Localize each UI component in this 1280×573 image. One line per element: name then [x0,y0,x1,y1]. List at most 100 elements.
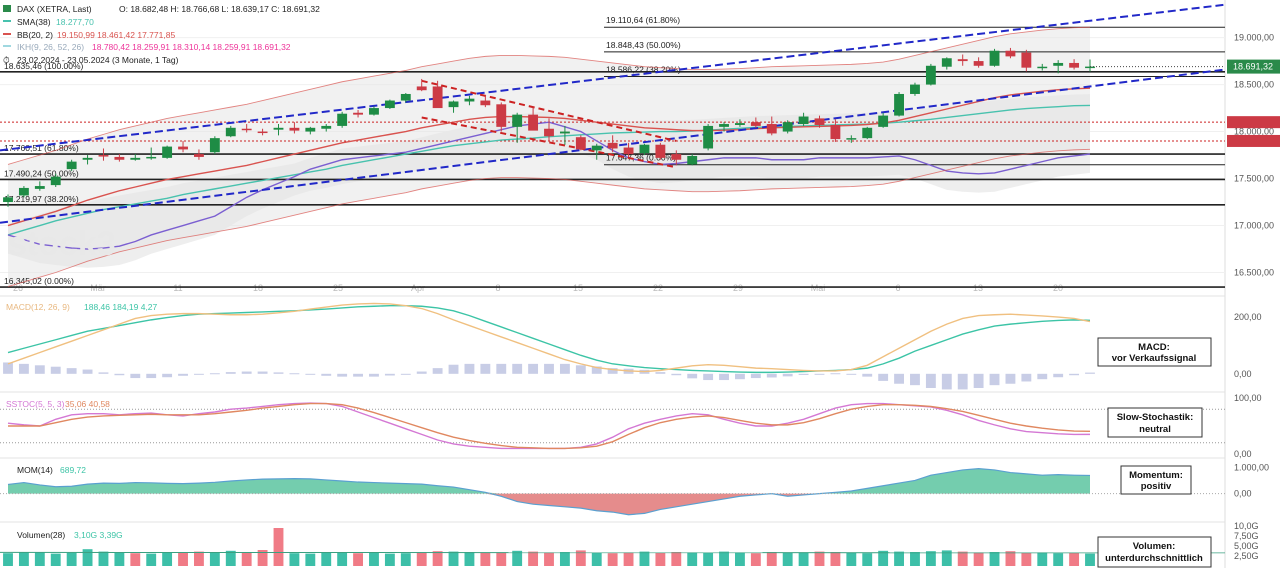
volume-bar [242,552,252,566]
candle-body [194,154,204,157]
candle-body [51,177,61,185]
candle-body [735,123,745,125]
macd-hist-bar [385,374,395,376]
macd-hist-bar [735,374,745,379]
volume-bar [35,552,45,566]
volume-bar [1006,551,1016,566]
x-tick-label: 25 [333,283,343,293]
macd-hist-bar [289,373,299,374]
volume-bar [1085,554,1095,566]
macd-hist-bar [1006,374,1016,384]
x-tick-label: 18 [253,283,263,293]
legend-bb: BB(20, 2) [17,30,53,40]
macd-hist-bar [433,368,443,374]
candle-body [910,85,920,94]
macd-hist-bar [1085,373,1095,374]
macd-hist-bar [3,362,13,373]
volume-bar [146,554,156,566]
volume-bar [162,552,172,566]
volume-bar [130,553,140,566]
candle-body [1021,53,1031,68]
macd-hist-bar [958,374,968,390]
macd-hist-bar [846,374,856,375]
sstoc-label: SSTOC(5, 5, 3) [6,399,65,409]
volume-bar [337,552,347,566]
macd-hist-bar [990,374,1000,385]
legend-bb-values: 19.150,99 18.461,42 17.771,85 [57,30,175,40]
vol-tick: 7,50G [1234,531,1259,541]
volume-bar [624,552,634,566]
y-tick-label: 17.000,00 [1234,221,1274,231]
volume-bar [608,553,618,566]
macd-hist-bar [544,364,554,374]
x-tick-label: 29 [733,283,743,293]
volume-bar [926,551,936,566]
candle-body [83,158,93,160]
red-level-tag [1227,135,1280,147]
volume-bar [417,552,427,566]
candle-body [67,162,77,170]
candle-body [162,147,172,158]
candle-body [830,125,840,139]
volume-bar [910,552,920,566]
candle-body [3,197,13,202]
vol-tick: 10,0G [1234,521,1259,531]
macd-hist-bar [114,374,124,375]
y-tick-label: 19.000,00 [1234,33,1274,43]
red-level-tag [1227,116,1280,128]
mom-value: 689,72 [60,465,86,475]
macd-hist-bar [974,374,984,388]
candle-body [878,116,888,127]
candle-body [146,157,156,159]
macd-tick: 200,00 [1234,312,1262,322]
volume-bar [51,554,61,566]
macd-hist-bar [99,372,109,373]
macd-box-title: MACD: [1138,342,1170,353]
volume-bar [592,553,602,566]
candle-body [687,156,697,164]
y-tick-label: 17.500,00 [1234,174,1274,184]
macd-hist-bar [210,373,220,374]
candle-body [99,155,109,157]
macd-tick: 0,00 [1234,369,1252,379]
candle-body [496,104,506,127]
macd-hist-bar [51,367,61,374]
mom-tick: 0,00 [1234,489,1252,499]
macd-hist-bar [449,365,459,374]
macd-hist-bar [67,368,77,374]
volume-bar [1069,553,1079,566]
candle-body [783,122,793,131]
volume-bar [226,551,236,566]
macd-hist-bar [35,365,45,374]
volume-bar [1053,553,1063,566]
macd-hist-bar [687,374,697,379]
macd-hist-bar [576,365,586,374]
candle-body [767,124,777,133]
volume-bar [449,552,459,566]
macd-hist-bar [862,374,872,377]
volume-bar [735,552,745,566]
volume-bar [687,552,697,566]
volume-bar [560,552,570,566]
stoch-tick: 0,00 [1234,449,1252,459]
candle-body [353,113,363,115]
macd-hist-bar [926,374,936,388]
macd-hist-bar [703,374,713,380]
macd-hist-bar [401,374,411,375]
macd-hist-bar [146,374,156,378]
volume-bar [210,552,220,566]
volume-bar [496,552,506,566]
volume-bar [433,551,443,566]
candle-body [751,122,761,126]
macd-hist-bar [258,372,268,374]
volume-bar [719,552,729,566]
macd-hist-bar [878,374,888,381]
legend-sma: SMA(38) [17,17,51,27]
mom-box-value: positiv [1141,481,1172,492]
vol-box-value: unterdurchschnittlich [1105,553,1203,564]
candle-body [544,129,554,137]
candle-body [640,145,650,153]
macd-hist-bar [19,364,29,374]
candle-body [799,117,809,125]
